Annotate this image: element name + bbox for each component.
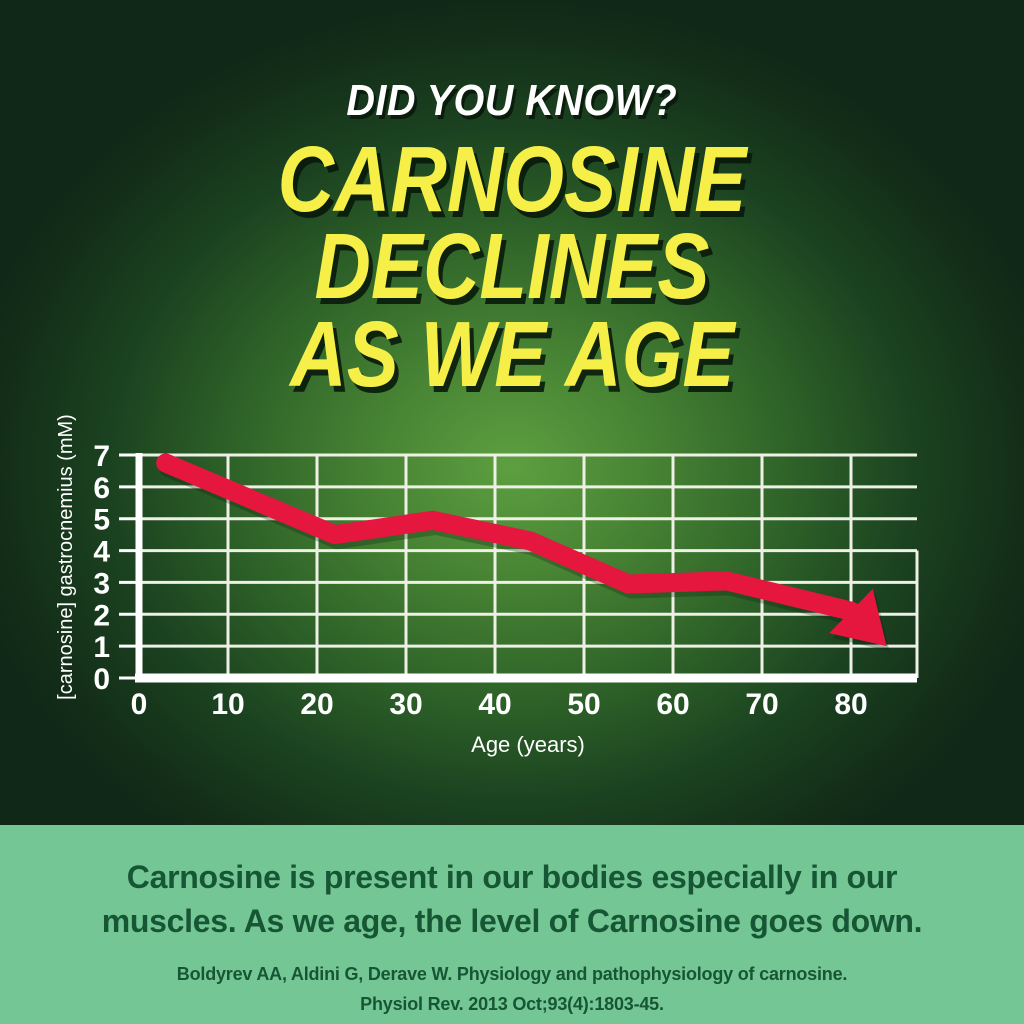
y-axis-caption: [carnosine] gastrocnemius (mM)	[55, 414, 77, 700]
arrowhead-icon	[829, 588, 887, 647]
gridlines	[139, 453, 919, 678]
x-tick-label: 0	[131, 688, 148, 721]
y-tick-label: 0	[93, 663, 110, 696]
kicker-heading: DID YOU KNOW?	[0, 76, 1024, 126]
main-title: CARNOSINE DECLINES AS WE AGE	[0, 127, 1024, 406]
panel-text-line-2: muscles. As we age, the level of Carnosi…	[101, 903, 923, 939]
citation: Boldyrev AA, Aldini G, Derave W. Physiol…	[0, 959, 1024, 1019]
x-tick-label: 30	[389, 688, 422, 721]
x-tick-label: 40	[478, 688, 511, 721]
decline-series	[156, 453, 890, 652]
x-tick-label: 70	[745, 688, 778, 721]
x-tick-label: 20	[300, 688, 333, 721]
footer-panel: Carnosine is present in our bodies espec…	[0, 825, 1024, 1024]
citation-line-1: Boldyrev AA, Aldini G, Derave W. Physiol…	[176, 964, 848, 984]
y-tick-label: 1	[93, 631, 110, 664]
x-tick-label: 60	[656, 688, 689, 721]
y-tick-label: 7	[93, 440, 110, 473]
x-tick-label: 10	[211, 688, 244, 721]
panel-text: Carnosine is present in our bodies espec…	[0, 855, 1024, 943]
y-tick-label: 3	[93, 567, 110, 600]
citation-line-2: Physiol Rev. 2013 Oct;93(4):1803-45.	[360, 994, 664, 1014]
y-tick-label: 4	[93, 536, 110, 569]
y-tick-label: 6	[93, 472, 110, 505]
x-tick-label: 80	[834, 688, 867, 721]
kicker-text: DID YOU KNOW?	[346, 76, 678, 125]
panel-text-line-1: Carnosine is present in our bodies espec…	[126, 859, 898, 895]
x-axis-caption: Age (years)	[471, 732, 585, 757]
axes	[119, 453, 917, 683]
y-tick-label: 2	[93, 599, 110, 632]
title-line-2: AS WE AGE	[289, 301, 735, 406]
title-line-1: CARNOSINE DECLINES	[277, 127, 747, 319]
y-tick-label: 5	[93, 504, 110, 537]
decline-line	[156, 453, 861, 621]
x-tick-label: 50	[567, 688, 600, 721]
